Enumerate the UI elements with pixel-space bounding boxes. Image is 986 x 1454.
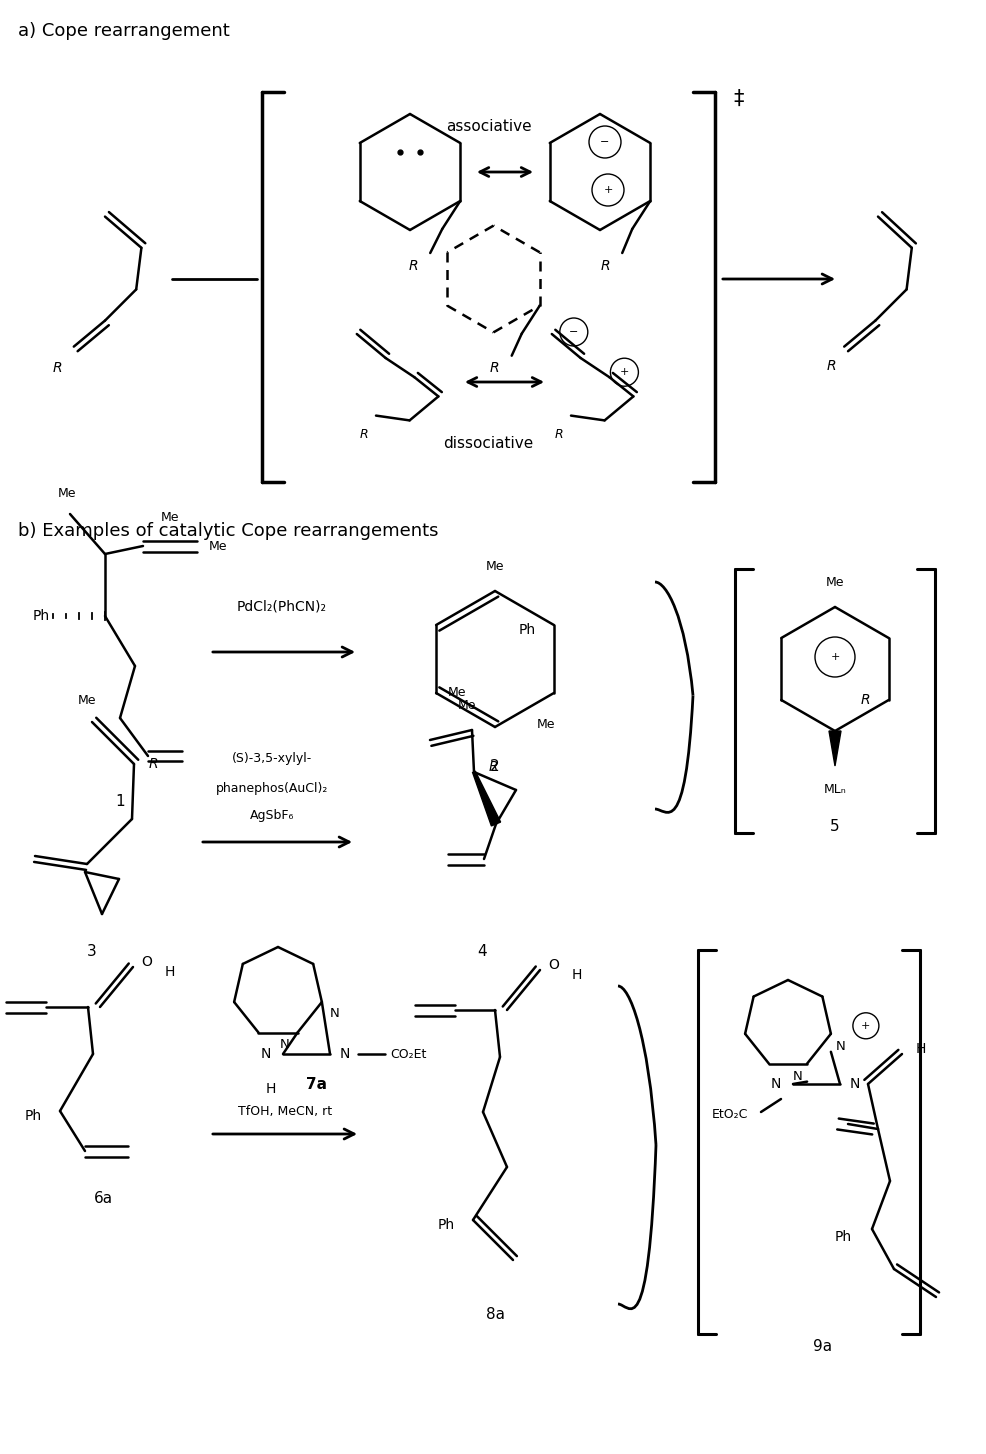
Text: −: − [569,327,579,337]
Text: N: N [771,1077,781,1090]
Text: +: + [620,368,629,377]
Text: O: O [141,955,152,968]
Text: Me: Me [825,576,844,589]
Text: Ph: Ph [438,1218,455,1232]
Text: a) Cope rearrangement: a) Cope rearrangement [18,22,230,41]
Text: H: H [266,1082,276,1096]
Text: N: N [793,1070,802,1083]
Text: N: N [280,1038,290,1051]
Text: b) Examples of catalytic Cope rearrangements: b) Examples of catalytic Cope rearrangem… [18,522,439,539]
Text: 5: 5 [830,819,840,835]
Text: Ph: Ph [519,622,535,637]
Polygon shape [472,772,501,826]
Text: +: + [603,185,612,195]
Text: N: N [340,1047,350,1061]
Text: O: O [548,958,559,973]
Text: EtO₂C: EtO₂C [712,1108,748,1121]
Text: H: H [916,1043,927,1056]
Text: R: R [408,259,418,273]
Text: H: H [165,965,176,979]
Text: N: N [260,1047,271,1061]
Text: +: + [861,1021,871,1031]
Text: Me: Me [209,539,228,553]
Text: H: H [572,968,583,981]
Text: N: N [330,1008,339,1021]
Text: PdCl₂(PhCN)₂: PdCl₂(PhCN)₂ [237,601,327,614]
Text: 6a: 6a [94,1191,112,1205]
Text: Ph: Ph [33,609,50,622]
Text: 9a: 9a [813,1339,832,1354]
Text: CO₂Et: CO₂Et [390,1047,426,1060]
Text: AgSbF₆: AgSbF₆ [249,810,294,823]
Text: TfOH, MeCN, rt: TfOH, MeCN, rt [238,1105,332,1118]
Text: Me: Me [58,487,76,500]
Text: 3: 3 [87,944,97,960]
Text: R: R [489,760,499,774]
Text: R: R [359,427,368,441]
Text: Me: Me [78,694,97,707]
Text: −: − [600,137,609,147]
Text: R: R [149,758,159,771]
Text: R: R [554,427,563,441]
Polygon shape [829,731,841,766]
Text: R: R [826,359,836,372]
Text: +: + [830,651,840,662]
Text: Me: Me [448,686,466,699]
Text: R: R [490,361,500,375]
Text: (S)-3,5-xylyl-: (S)-3,5-xylyl- [232,753,313,765]
Text: Me: Me [536,718,555,731]
Text: 1: 1 [115,794,125,808]
Text: phanephos(AuCl)₂: phanephos(AuCl)₂ [216,782,328,795]
Text: R: R [52,361,62,375]
Text: N: N [850,1077,861,1090]
Text: Me: Me [458,699,476,712]
Text: Me: Me [486,560,504,573]
Text: MLₙ: MLₙ [823,784,846,795]
Text: R: R [600,259,610,273]
Text: Me: Me [161,510,179,523]
Text: associative: associative [446,119,531,135]
Text: dissociative: dissociative [444,436,533,452]
Text: R: R [861,694,871,707]
Text: ‡: ‡ [733,89,743,109]
Text: 7a: 7a [306,1077,327,1092]
Text: N: N [836,1040,846,1053]
Text: Ph: Ph [835,1230,852,1245]
Text: Ph: Ph [25,1109,42,1122]
Text: 8a: 8a [485,1307,505,1322]
Text: 2: 2 [490,759,500,774]
Text: 4: 4 [477,944,487,960]
